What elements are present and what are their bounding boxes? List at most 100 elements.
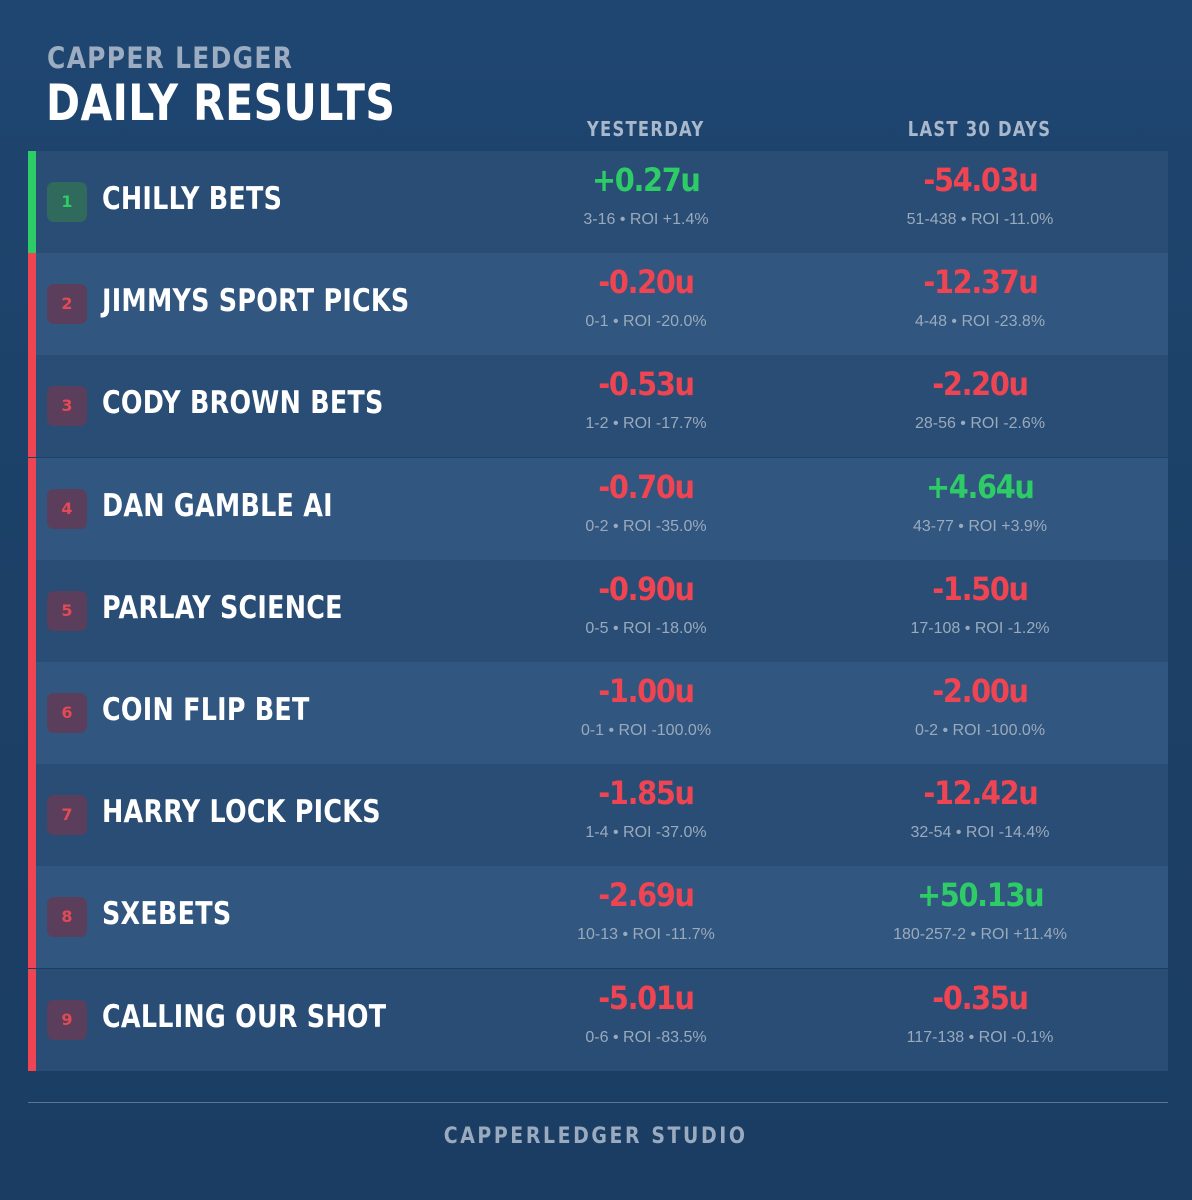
yesterday-units: -1.85u [496,777,796,809]
yesterday-record-roi: 0-2 • ROI -35.0% [585,517,707,535]
result-indicator-bar [28,457,36,560]
yesterday-stat: -0.70u 0-2 • ROI -35.0% [496,471,796,535]
yesterday-units-text: -0.70u [598,467,695,506]
yesterday-units: -5.01u [496,982,796,1014]
last-30-days-units: -2.00u [830,675,1130,707]
table-row: 4 DAN GAMBLE AI -0.70u 0-2 • ROI -35.0% … [28,457,1168,560]
capper-name: HARRY LOCK PICKS [102,794,381,831]
column-header-yesterday: YESTERDAY [496,119,796,139]
last-30-days-stat: -54.03u 51-438 • ROI -11.0% [830,164,1130,228]
result-indicator-bar [28,968,36,1071]
result-indicator-bar [28,764,36,867]
capper-name: SXEBETS [102,896,232,933]
yesterday-units-text: -5.01u [598,978,695,1017]
table-row: 6 COIN FLIP BET -1.00u 0-1 • ROI -100.0%… [28,662,1168,764]
last-30-days-stat: +50.13u 180-257-2 • ROI +11.4% [830,879,1130,943]
rank-badge: 7 [47,795,87,836]
last-30-days-units: -12.37u [830,266,1130,298]
last-30-days-stat: -12.42u 32-54 • ROI -14.4% [830,777,1130,841]
last-30-days-stat: +4.64u 43-77 • ROI +3.9% [830,471,1130,535]
yesterday-units: -0.70u [496,471,796,503]
yesterday-stat: -5.01u 0-6 • ROI -83.5% [496,982,796,1046]
rank-badge: 4 [47,488,87,529]
yesterday-units: +0.27u [496,164,796,196]
column-header-last-30-days: LAST 30 DAYS [830,119,1130,139]
capper-name: DAN GAMBLE AI [102,487,333,524]
result-indicator-bar [28,355,36,458]
last-30-days-record-roi: 43-77 • ROI +3.9% [912,517,1048,535]
last-30-days-units: -1.50u [830,573,1130,605]
last-30-days-units: +4.64u [830,471,1130,503]
last-30-days-record-roi: 180-257-2 • ROI +11.4% [893,926,1067,944]
last-30-days-units-text: -12.42u [922,774,1038,813]
rank-badge: 3 [47,386,87,427]
result-indicator-bar [28,866,36,969]
table-row: 7 HARRY LOCK PICKS -1.85u 1-4 • ROI -37.… [28,764,1168,867]
yesterday-units-text: +0.27u [592,161,701,199]
table-row: 5 PARLAY SCIENCE -0.90u 0-5 • ROI -18.0%… [28,559,1168,662]
footer-brand: CAPPERLEDGER STUDIO [0,1126,1192,1148]
last-30-days-record-roi: 117-138 • ROI -0.1% [906,1028,1054,1046]
last-30-days-units: -12.42u [830,777,1130,809]
rank-badge: 5 [47,590,87,631]
page-title: DAILY RESULTS [46,74,396,132]
capper-name: PARLAY SCIENCE [102,589,343,626]
rank-badge: 1 [47,182,87,222]
yesterday-record-roi: 1-4 • ROI -37.0% [585,824,707,842]
yesterday-record-roi: 3-16 • ROI +1.4% [583,211,709,228]
last-30-days-units-text: +50.13u [916,876,1045,915]
yesterday-units: -2.69u [496,879,796,911]
last-30-days-record-roi: 17-108 • ROI -1.2% [910,619,1050,637]
footer-divider [28,1102,1168,1103]
capper-name: JIMMYS SPORT PICKS [102,283,410,320]
yesterday-stat: -1.85u 1-4 • ROI -37.0% [496,777,796,841]
footer-brand-text: CAPPERLEDGER STUDIO [444,1124,748,1149]
rank-badge: 9 [47,999,87,1040]
rank-badge: 2 [47,284,87,325]
yesterday-stat: -1.00u 0-1 • ROI -100.0% [496,675,796,739]
last-30-days-units-text: -2.00u [932,672,1029,710]
yesterday-units: -0.90u [496,573,796,605]
yesterday-units-text: -2.69u [598,876,695,915]
yesterday-stat: -0.20u 0-1 • ROI -20.0% [496,266,796,330]
yesterday-units-text: -0.20u [598,263,695,302]
yesterday-units: -0.53u [496,368,796,400]
yesterday-units-text: -1.85u [598,774,695,813]
last-30-days-stat: -2.20u 28-56 • ROI -2.6% [830,368,1130,432]
last-30-days-units: +50.13u [830,879,1130,911]
capper-name: COIN FLIP BET [102,692,310,728]
last-30-days-units-text: -54.03u [922,161,1038,199]
result-indicator-bar [28,151,36,253]
last-30-days-stat: -1.50u 17-108 • ROI -1.2% [830,573,1130,637]
last-30-days-record-roi: 0-2 • ROI -100.0% [914,722,1046,739]
last-30-days-units-text: -2.20u [932,365,1029,404]
yesterday-stat: -0.90u 0-5 • ROI -18.0% [496,573,796,637]
last-30-days-units-text: -12.37u [922,263,1038,302]
last-30-days-stat: -2.00u 0-2 • ROI -100.0% [830,675,1130,739]
brand-label: CAPPER LEDGER [47,41,294,75]
rank-badge: 6 [47,693,87,733]
table-row: 1 CHILLY BETS +0.27u 3-16 • ROI +1.4% -5… [28,151,1168,253]
capper-name: CHILLY BETS [102,181,283,217]
yesterday-record-roi: 0-1 • ROI -20.0% [585,313,707,331]
yesterday-units-text: -0.90u [598,569,695,608]
last-30-days-record-roi: 4-48 • ROI -23.8% [914,313,1046,331]
yesterday-record-roi: 0-1 • ROI -100.0% [580,722,712,739]
column-header-yesterday-text: YESTERDAY [587,117,705,141]
rank-badge: 8 [47,897,87,938]
capper-name: CODY BROWN BETS [102,385,384,422]
column-header-last-30-days-text: LAST 30 DAYS [908,117,1052,141]
capper-name: CALLING OUR SHOT [102,998,387,1035]
last-30-days-units-text: +4.64u [926,467,1035,506]
last-30-days-stat: -12.37u 4-48 • ROI -23.8% [830,266,1130,330]
last-30-days-record-roi: 28-56 • ROI -2.6% [914,415,1046,433]
table-row: 9 CALLING OUR SHOT -5.01u 0-6 • ROI -83.… [28,968,1168,1071]
last-30-days-units-text: -0.35u [932,978,1029,1017]
result-indicator-bar [28,559,36,662]
last-30-days-units: -54.03u [830,164,1130,196]
table-row: 2 JIMMYS SPORT PICKS -0.20u 0-1 • ROI -2… [28,253,1168,356]
yesterday-units-text: -0.53u [598,365,695,404]
yesterday-units-text: -1.00u [598,672,695,710]
yesterday-stat: -2.69u 10-13 • ROI -11.7% [496,879,796,943]
last-30-days-units: -0.35u [830,982,1130,1014]
